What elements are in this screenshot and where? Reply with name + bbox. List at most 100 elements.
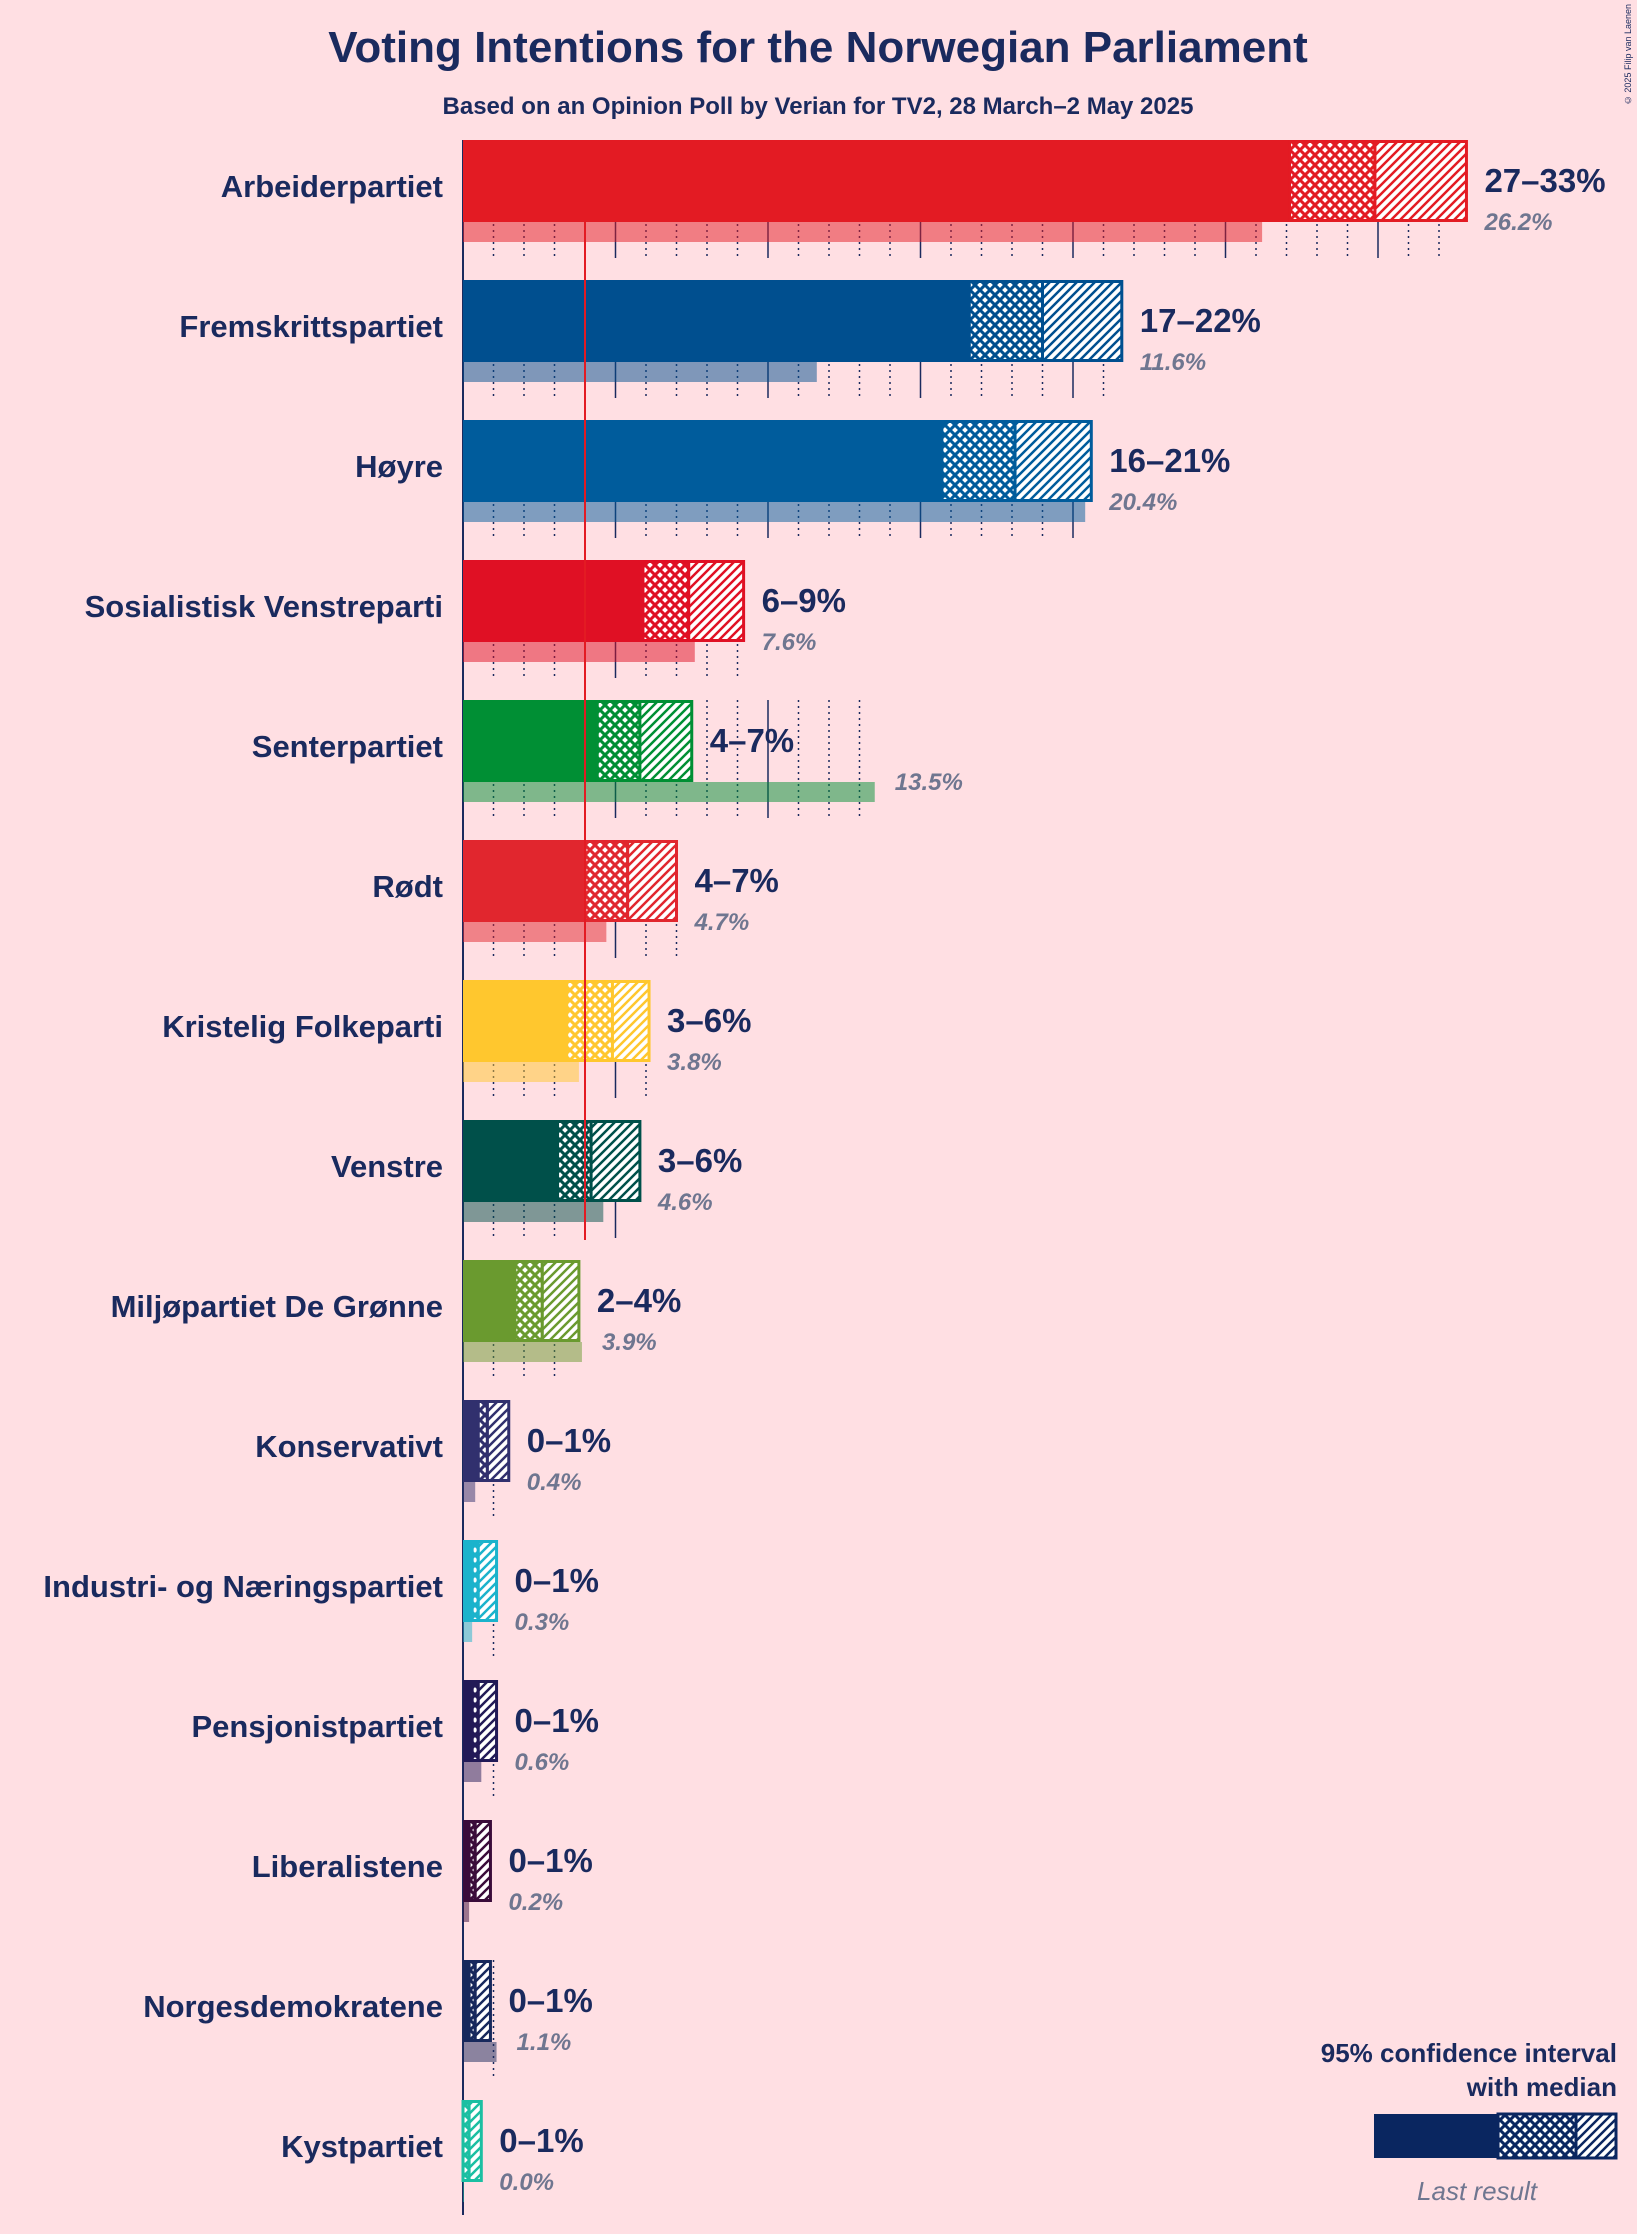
ci-solid-bar [463,1680,473,1762]
last-result-label: 7.6% [762,629,817,656]
last-result-label: 3.9% [602,1329,657,1356]
last-result-bar [463,1342,582,1362]
last-result-label: 13.5% [895,769,963,796]
last-result-bar [463,782,875,802]
range-label: 0–1% [508,1982,592,2019]
party-row: Arbeiderpartiet 27–33% 26.2% [221,140,1606,258]
party-label: Miljøpartiet De Grønne [111,1289,443,1324]
last-result-label: 26.2% [1483,209,1552,236]
last-result-bar [463,1902,470,1922]
ci-solid-bar [463,1540,473,1622]
party-row: Rødt 4–7% 4.7% [372,840,779,958]
party-row: Konservativt 0–1% 0.4% [255,1400,611,1518]
range-label: 3–6% [667,1002,751,1039]
party-row: Kristelig Folkeparti 3–6% 3.8% [162,980,751,1098]
ci-upper-hatch [638,700,694,782]
last-result-bar [463,1202,604,1222]
last-result-label: 0.0% [499,2169,554,2196]
party-row: Høyre 16–21% 20.4% [355,420,1230,538]
ci-solid-bar [463,560,643,642]
last-result-bar [463,642,695,662]
last-result-label: 0.3% [515,1609,570,1636]
ci-solid-bar [463,280,970,362]
ci-lower-hatch [565,980,614,1062]
party-row: Senterpartiet 4–7% 13.5% [252,700,963,818]
party-row: Miljøpartiet De Grønne 2–4% 3.9% [111,1260,681,1378]
party-row: Sosialistisk Venstreparti 6–9% 7.6% [85,560,846,678]
ci-upper-hatch [540,1260,581,1342]
ci-upper-hatch [473,1820,492,1902]
ci-upper-hatch [687,560,746,642]
party-label: Arbeiderpartiet [221,169,443,204]
last-result-bar [463,1622,473,1642]
last-result-bar [463,222,1263,242]
last-result-label: 11.6% [1140,349,1206,376]
range-label: 27–33% [1484,162,1605,199]
ci-solid-bar [463,1120,558,1202]
last-result-label: 1.1% [517,2029,572,2056]
ci-lower-hatch [641,560,691,642]
party-row: Liberalistene 0–1% 0.2% [252,1820,593,1922]
party-label: Høyre [355,449,443,484]
last-result-label: 0.6% [515,1749,570,1776]
party-label: Liberalistene [252,1849,443,1884]
party-label: Venstre [331,1149,443,1184]
range-label: 3–6% [658,1142,742,1179]
legend-solid-bar [1374,2114,1498,2158]
range-label: 0–1% [499,2122,583,2159]
ci-solid-bar [463,700,598,782]
ci-upper-hatch [467,2100,483,2182]
party-label: Senterpartiet [252,729,443,764]
range-label: 6–9% [762,582,846,619]
ci-solid-bar [463,420,942,502]
ci-solid-bar [463,980,567,1062]
legend-title-line1: 95% confidence interval [1321,2038,1617,2068]
party-label: Sosialistisk Venstreparti [85,589,443,624]
last-result-label: 20.4% [1108,489,1177,516]
last-result-bar [463,1062,579,1082]
chart-subtitle: Based on an Opinion Poll by Verian for T… [443,93,1194,120]
legend-crosshatch [1496,2112,1578,2160]
ci-solid-bar [463,1820,470,1902]
ci-solid-bar [463,1400,479,1482]
ci-upper-hatch [1041,280,1124,362]
party-label: Kystpartiet [281,2129,443,2164]
ci-lower-hatch [583,840,630,922]
ci-solid-bar [463,840,585,922]
chart-title: Voting Intentions for the Norwegian Parl… [328,23,1308,72]
party-label: Norgesdemokratene [143,1989,443,2024]
ci-solid-bar [463,1260,515,1342]
ci-lower-hatch [595,700,642,782]
party-row: Norgesdemokratene 0–1% 1.1% [143,1960,593,2078]
ci-upper-hatch [589,1120,642,1202]
ci-upper-hatch [473,1960,492,2042]
range-label: 17–22% [1140,302,1261,339]
last-result-bar [463,2042,497,2062]
party-row: Pensjonistpartiet 0–1% 0.6% [192,1680,599,1798]
last-result-bar [463,2182,464,2202]
ci-upper-hatch [476,1680,499,1762]
party-label: Rødt [372,869,443,904]
last-result-label: 0.4% [527,1469,582,1496]
range-label: 2–4% [597,1282,681,1319]
range-label: 4–7% [710,722,794,759]
last-result-bar [463,922,607,942]
party-label: Kristelig Folkeparti [162,1009,443,1044]
range-label: 16–21% [1109,442,1230,479]
last-result-label: 3.8% [667,1049,722,1076]
range-label: 0–1% [508,1842,592,1879]
last-result-bar [463,1762,482,1782]
ci-upper-hatch [1373,140,1468,222]
party-row: Kystpartiet 0–1% 0.0% [281,2100,584,2202]
party-label: Konservativt [255,1429,443,1464]
ci-lower-hatch [556,1120,593,1202]
last-result-bar [463,362,817,382]
legend-last-result-label: Last result [1417,2176,1539,2206]
ci-lower-hatch [967,280,1044,362]
ci-lower-hatch [513,1260,544,1342]
last-result-label: 4.6% [657,1189,713,1216]
ci-lower-hatch [1288,140,1377,222]
ci-lower-hatch [940,420,1017,502]
ci-upper-hatch [626,840,679,922]
